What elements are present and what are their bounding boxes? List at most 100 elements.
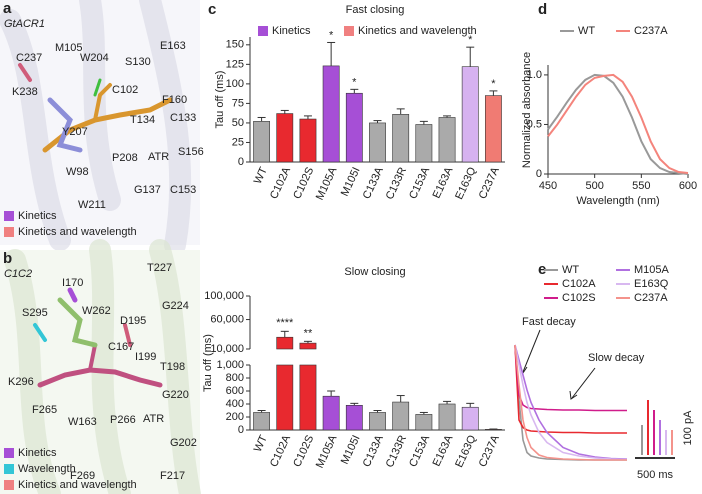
y-tick-label: 100 — [226, 78, 244, 90]
y-tick-label: 50 — [232, 117, 244, 129]
residue-label: T227 — [147, 262, 172, 274]
legend-label: Kinetics — [18, 210, 57, 222]
bar — [392, 114, 410, 163]
significance: **** — [276, 317, 294, 329]
legend-label: Kinetics and wavelength — [18, 479, 137, 491]
legend-label: E163Q — [634, 278, 669, 290]
residue-label: ATR — [143, 413, 164, 425]
legend-label: Kinetics — [18, 447, 57, 459]
residue-label: T134 — [130, 114, 155, 126]
y-tick-label: 25 — [232, 136, 244, 148]
residue-label: C167 — [108, 341, 134, 353]
legend-label: M105A — [634, 264, 670, 276]
bar — [253, 121, 271, 163]
annotation-arrows — [519, 329, 596, 400]
x-axis-label: Wavelength (nm) — [576, 195, 659, 207]
legend-swatch — [4, 211, 14, 221]
scale-bar-label: 500 ms — [637, 469, 674, 481]
significance: ** — [304, 327, 313, 339]
residue-label: S156 — [178, 146, 204, 158]
x-tick-label: C102A — [268, 165, 293, 201]
scale-bar-label: 100 pA — [682, 410, 694, 446]
y-tick-label: 1.0 — [527, 69, 542, 81]
bar — [369, 412, 386, 431]
legend-label: C102A — [562, 278, 596, 290]
residue-label: I199 — [135, 351, 156, 363]
protein-name: GtACR1 — [4, 18, 45, 30]
y-tick-label: 400 — [226, 398, 244, 410]
y-axis-label: Tau off (ms) — [202, 334, 214, 392]
bar — [415, 124, 433, 163]
bar — [345, 92, 363, 163]
residue-label: ATR — [148, 151, 169, 163]
bar — [438, 117, 456, 163]
residue-label: G224 — [162, 300, 189, 312]
structure-b — [0, 239, 201, 494]
legend-label: C237A — [634, 292, 668, 304]
x-tick-label: C153A — [407, 433, 432, 469]
x-tick-label: C133R — [384, 433, 409, 469]
protein-name: C1C2 — [4, 268, 32, 280]
legend-swatch — [4, 227, 14, 237]
legend-label: C237A — [634, 25, 668, 37]
x-tick-label: C102S — [291, 433, 316, 469]
bar — [461, 406, 479, 431]
y-axis-label: Normalized absorbance — [521, 52, 533, 168]
bar — [461, 66, 479, 163]
significance: * — [329, 29, 334, 41]
current-trace — [514, 344, 627, 461]
x-tick-label: 600 — [679, 180, 697, 192]
chart-title: Fast closing — [346, 4, 405, 16]
panel-label: b — [3, 250, 12, 267]
x-tick-label: C237A — [477, 433, 502, 469]
x-tick-label: M105I — [339, 433, 363, 466]
bar — [484, 95, 502, 163]
legend-label: Wavelength — [18, 463, 76, 475]
significance: * — [468, 34, 473, 46]
current-trace — [514, 344, 628, 461]
legend-swatch — [344, 26, 354, 36]
residue-label: G202 — [170, 437, 197, 449]
bar-upper — [299, 342, 317, 350]
x-tick-label: C133R — [384, 165, 409, 201]
residue-label: K296 — [8, 376, 34, 388]
residue-label: K238 — [12, 86, 38, 98]
residue-label: S295 — [22, 307, 48, 319]
residue-label: F217 — [160, 470, 185, 482]
residue-label: E163 — [160, 40, 186, 52]
x-tick-label: E163Q — [453, 165, 479, 202]
significance: * — [352, 76, 357, 88]
residue-label: S130 — [125, 56, 151, 68]
absorbance-line — [547, 73, 689, 175]
x-tick-label: 550 — [632, 180, 650, 192]
x-tick-label: C133A — [361, 433, 386, 469]
absorbance-line — [547, 73, 689, 175]
bar — [345, 404, 363, 431]
bar — [369, 122, 386, 163]
legend-swatch — [4, 480, 14, 490]
y-tick-label: 60,000 — [210, 313, 244, 325]
y-tick-label: 600 — [226, 385, 244, 397]
residue-label: C133 — [170, 112, 196, 124]
x-tick-label: WT — [252, 433, 270, 454]
residue-label: W211 — [78, 199, 106, 211]
residue-label: F265 — [32, 404, 57, 416]
y-tick-label: 75 — [232, 97, 244, 109]
x-tick-label: M105A — [314, 165, 340, 202]
x-tick-label: 500 — [585, 180, 603, 192]
y-tick-label: 200 — [226, 411, 244, 423]
current-trace — [514, 344, 627, 412]
residue-label: T198 — [160, 361, 185, 373]
bar — [392, 401, 410, 431]
current-trace — [514, 344, 628, 460]
legend-swatch — [4, 464, 14, 474]
legend-swatch — [4, 448, 14, 458]
legend-label: Kinetics — [272, 25, 311, 37]
x-tick-label: M105I — [339, 165, 363, 198]
panel-label: a — [3, 0, 12, 17]
y-tick-label: 800 — [226, 372, 244, 384]
bar — [322, 65, 340, 163]
x-tick-label: E163Q — [453, 433, 479, 470]
residue-label: W98 — [66, 166, 89, 178]
